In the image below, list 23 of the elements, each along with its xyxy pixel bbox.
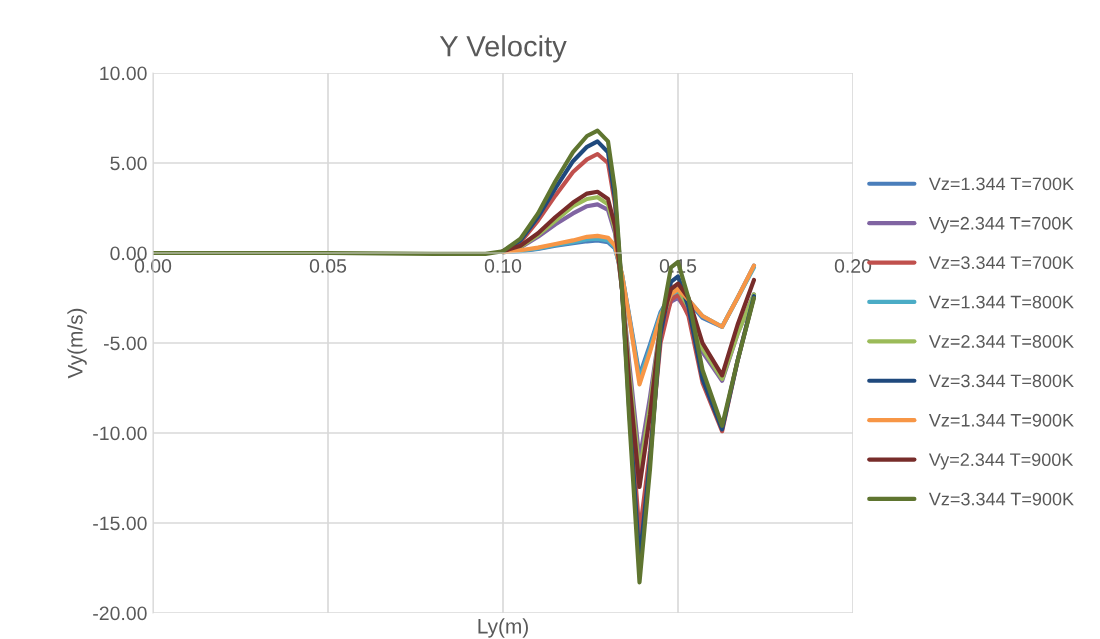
legend-label: Vz=1.344 T=700K <box>928 177 1074 191</box>
y-axis-title: Vy(m/s) <box>67 308 87 379</box>
legend-label: Vz=3.344 T=800K <box>928 374 1074 388</box>
legend-label: Vz=2.344 T=800K <box>928 335 1074 348</box>
y-tick-label: -20.00 <box>93 606 147 621</box>
x-tick-label: 0.20 <box>834 259 872 273</box>
y-tick-label: 5.00 <box>110 156 147 171</box>
legend-label: Vy=2.344 T=900K <box>928 453 1074 470</box>
x-axis-title: Ly(m) <box>478 618 528 638</box>
y-tick-label: 10.00 <box>100 66 147 81</box>
legend-label: Vz=3.344 T=900K <box>928 492 1074 506</box>
legend-label: Vy=2.344 T=700K <box>928 216 1074 234</box>
legend-label: Vz=1.344 T=800K <box>928 295 1074 309</box>
legend-label: Vz=3.344 T=700K <box>928 256 1074 270</box>
chart-title: Y Velocity <box>439 35 567 63</box>
y-tick-label: 0.00 <box>110 246 147 261</box>
x-tick-label: 0.00 <box>134 259 172 273</box>
x-tick-label: 0.05 <box>309 259 347 273</box>
x-tick-label: 0.10 <box>484 259 522 273</box>
y-tick-label: -10.00 <box>93 426 147 441</box>
y-tick-label: -5.00 <box>103 336 147 351</box>
y-tick-label: -15.00 <box>93 516 147 531</box>
legend-label: Vz=1.344 T=900K <box>928 413 1074 427</box>
